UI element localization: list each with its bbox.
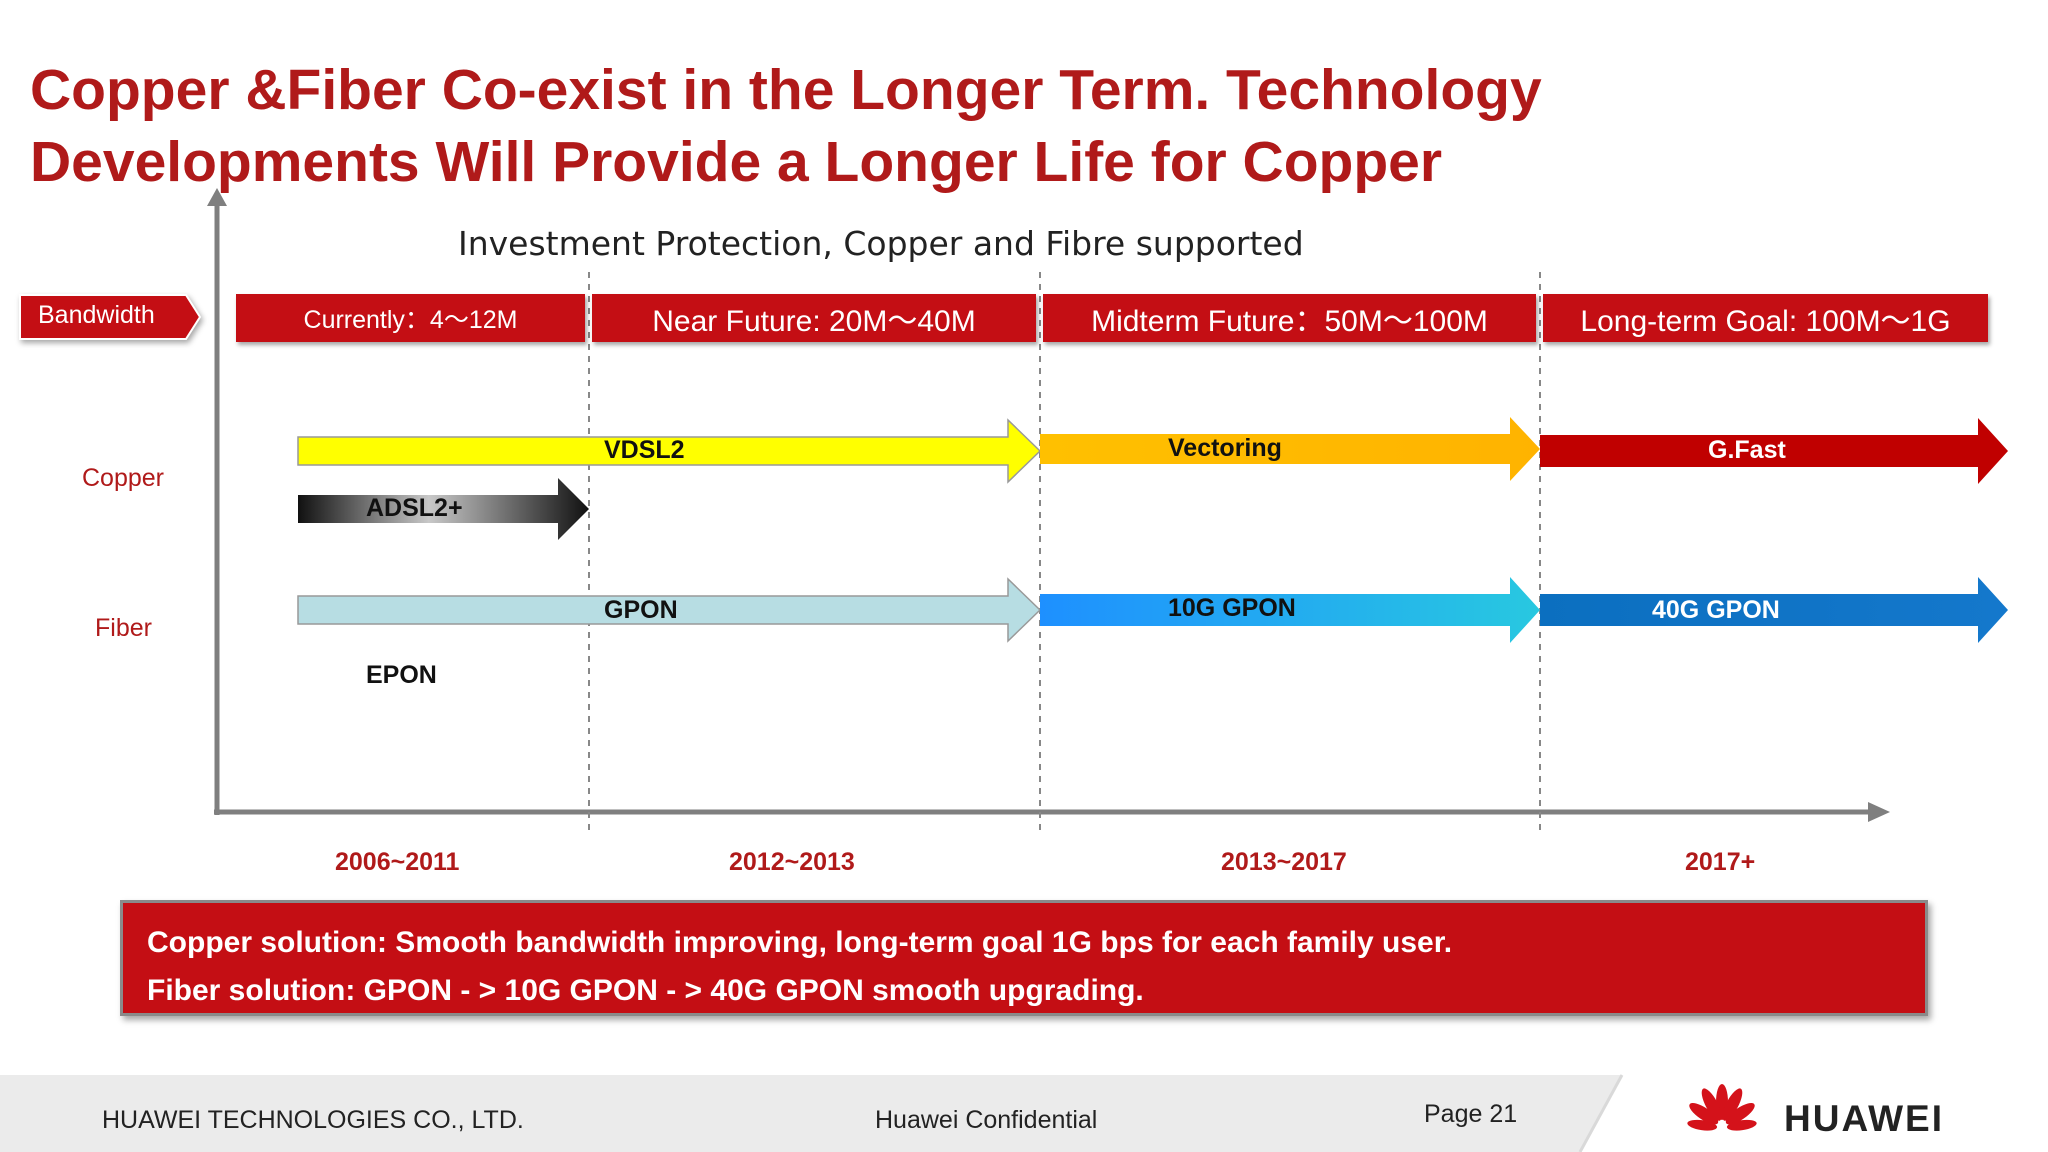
gpon40g-arrow (1540, 577, 2008, 643)
x-axis-arrowhead (1868, 802, 1890, 822)
gpon40g-label: 40G GPON (1652, 596, 1780, 624)
footer-confidential: Huawei Confidential (875, 1106, 1098, 1134)
year-label-3: 2013~2017 (1221, 848, 1347, 876)
period-midterm-future-label: Midterm Future：50M～100M (1091, 305, 1488, 338)
bandwidth-tag-shape (19, 294, 202, 340)
banner-fiber-solution: Fiber solution: GPON - > 10G GPON - > 40… (147, 974, 1144, 1007)
bandwidth-label: Bandwidth (38, 301, 155, 329)
period-long-term-goal: Long-term Goal: 100M～1G (1543, 294, 1988, 342)
gfast-arrow (1540, 418, 2008, 484)
y-axis-arrowhead (207, 188, 227, 206)
adsl2-arrow (298, 478, 589, 540)
gpon10g-label: 10G GPON (1168, 594, 1296, 622)
vdsl2-label: VDSL2 (604, 436, 685, 464)
vectoring-arrow (1040, 417, 1540, 481)
slide-title: Copper &Fiber Co-exist in the Longer Ter… (30, 54, 1930, 198)
diagram-subtitle: Investment Protection, Copper and Fibre … (458, 224, 1304, 263)
summary-banner: Copper solution: Smooth bandwidth improv… (120, 900, 1928, 1016)
period-current: Currently：4～12M (236, 294, 585, 342)
period-near-future: Near Future: 20M～40M (592, 294, 1036, 342)
footer-company: HUAWEI TECHNOLOGIES CO., LTD. (102, 1106, 524, 1134)
year-label-1: 2006~2011 (335, 848, 460, 876)
footer-brand: HUAWEI (1784, 1098, 1944, 1139)
vectoring-label: Vectoring (1168, 434, 1282, 462)
period-current-label: Currently：4～12M (303, 306, 518, 334)
footer-page-number: Page 21 (1424, 1100, 1518, 1128)
period-near-future-label: Near Future: 20M～40M (652, 305, 976, 338)
gpon10g-arrow (1040, 577, 1540, 643)
title-line-1: Copper &Fiber Co-exist in the Longer Ter… (30, 58, 1542, 122)
year-label-4: 2017+ (1685, 848, 1756, 876)
adsl2-label: ADSL2+ (366, 494, 463, 522)
vdsl2-arrow (297, 418, 1042, 484)
gpon-label: GPON (604, 596, 678, 624)
period-long-term-goal-label: Long-term Goal: 100M～1G (1580, 305, 1951, 338)
row-label-copper: Copper (82, 464, 164, 492)
gfast-label: G.Fast (1708, 436, 1786, 464)
title-line-2: Developments Will Provide a Longer Life … (30, 130, 1443, 194)
row-label-fiber: Fiber (95, 614, 152, 642)
banner-copper-solution: Copper solution: Smooth bandwidth improv… (147, 926, 1453, 959)
huawei-logo-icon (1687, 1084, 1757, 1131)
epon-label: EPON (366, 661, 437, 689)
year-label-2: 2012~2013 (729, 848, 855, 876)
gpon-arrow (297, 577, 1042, 643)
period-midterm-future: Midterm Future：50M～100M (1043, 294, 1536, 342)
